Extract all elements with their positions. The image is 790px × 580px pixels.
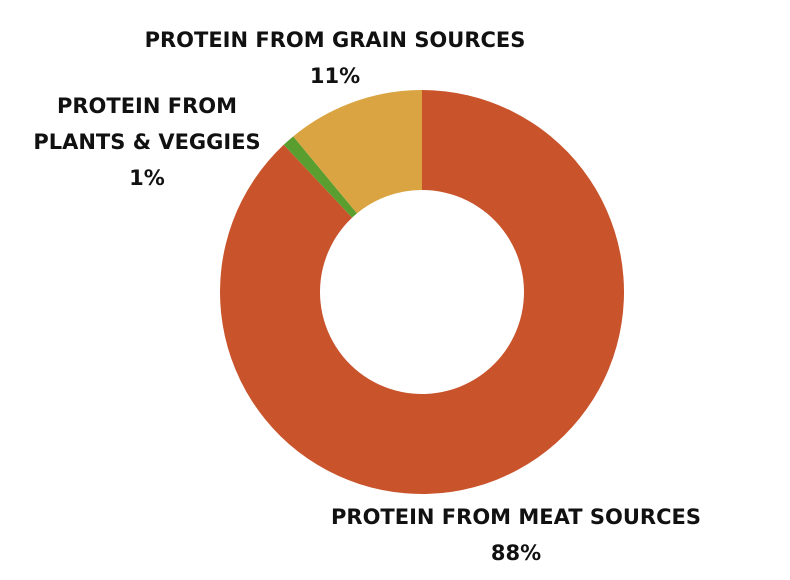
slice-label: PROTEIN FROM GRAIN SOURCES 11% (105, 22, 565, 94)
donut-slice (283, 136, 357, 218)
value-label: 11% (309, 64, 361, 88)
donut-slice (219, 90, 624, 494)
donut-slice (293, 90, 422, 214)
slice-label: PROTEIN FROM MEAT SOURCES 88% (286, 499, 746, 571)
slice-label: PROTEIN FROM PLANTS & VEGGIES 1% (17, 88, 277, 196)
category-label: PROTEIN FROM MEAT SOURCES (331, 505, 701, 529)
category-label: PROTEIN FROM GRAIN SOURCES (144, 28, 526, 52)
category-label: PROTEIN FROM PLANTS & VEGGIES (33, 94, 261, 154)
value-label: 1% (129, 166, 165, 190)
value-label: 88% (490, 541, 542, 565)
